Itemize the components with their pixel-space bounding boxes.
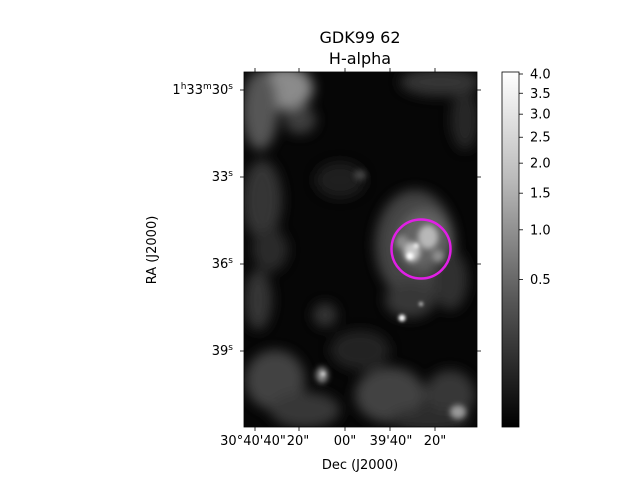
colorbar-tick-label: 3.0 <box>530 108 551 123</box>
x-tick-label: 30°40'40" <box>220 434 286 449</box>
colorbar-gradient <box>501 71 520 428</box>
colorbar: 4.0 3.5 3.0 2.5 2.0 1.5 1.0 0.5 <box>501 68 551 428</box>
x-tick-label: 39'40" <box>370 434 413 449</box>
colorbar-tick-label: 2.0 <box>530 157 551 172</box>
x-tick-label: 00" <box>334 434 357 449</box>
y-axis-ticks <box>240 89 481 352</box>
y-tick-label: 33s <box>212 169 234 185</box>
image-frame <box>243 71 478 428</box>
x-axis-tick-labels: 30°40'40" 20" 00" 39'40" 20" <box>220 434 446 449</box>
y-tick-label: 1h33m30s <box>172 82 233 98</box>
y-tick-label: 39s <box>212 343 234 359</box>
colorbar-tick-label: 3.5 <box>530 87 551 102</box>
colorbar-ticks: 4.0 3.5 3.0 2.5 2.0 1.5 1.0 0.5 <box>519 68 551 288</box>
colorbar-tick-label: 4.0 <box>530 68 551 83</box>
plot-title: GDK99 62 <box>319 28 400 47</box>
x-axis-label: Dec (J2000) <box>322 458 398 473</box>
sky-image <box>244 72 477 427</box>
y-tick-label: 36s <box>212 256 234 272</box>
y-axis-tick-labels: 1h33m30s 33s 36s 39s <box>172 82 233 359</box>
target-circle-marker <box>390 218 452 280</box>
y-axis-label: RA (J2000) <box>145 216 160 285</box>
colorbar-tick-label: 0.5 <box>530 273 551 288</box>
colorbar-tick-label: 1.5 <box>530 187 551 202</box>
x-tick-label: 20" <box>424 434 447 449</box>
x-tick-label: 20" <box>287 434 310 449</box>
x-axis-ticks <box>254 68 436 431</box>
plot-subtitle: H-alpha <box>329 49 391 68</box>
colorbar-tick-label: 2.5 <box>530 131 551 146</box>
colorbar-tick-label: 1.0 <box>530 223 551 238</box>
